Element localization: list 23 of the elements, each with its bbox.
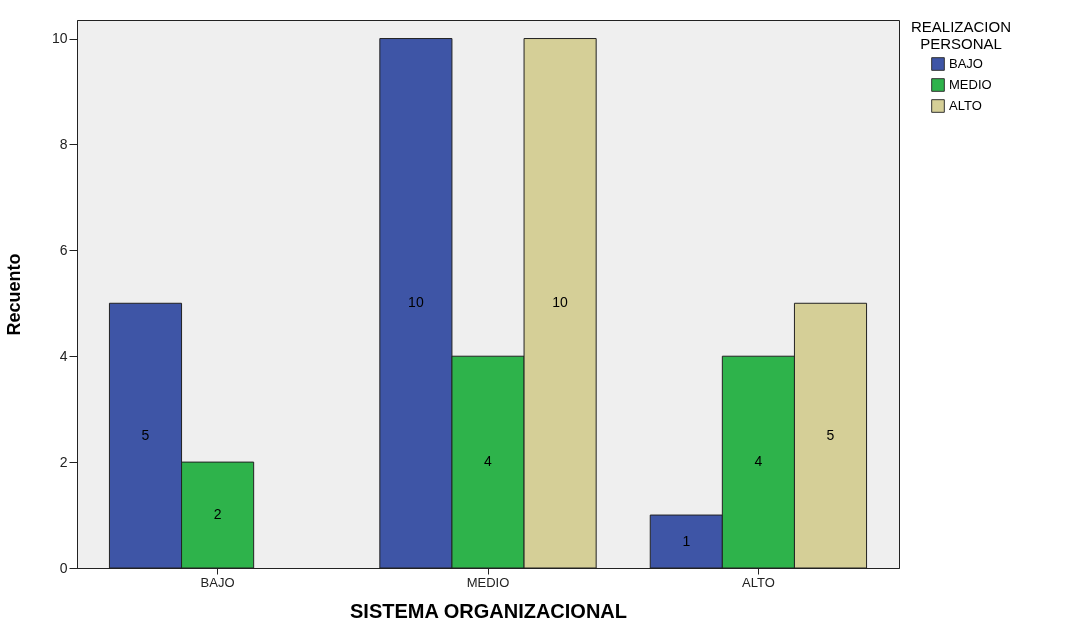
x-tick-label: MEDIO [466, 574, 510, 590]
data-label: 1 [682, 532, 691, 549]
data-label: 5 [826, 426, 835, 443]
data-label: 2 [213, 506, 222, 523]
data-label: 4 [484, 453, 493, 470]
x-tick-label: ALTO [742, 574, 775, 590]
y-tick-label: 10 [51, 30, 68, 47]
data-label: 5 [141, 426, 150, 443]
y-tick-label: 4 [59, 347, 68, 364]
y-tick-label: 2 [59, 453, 68, 470]
data-label: 4 [754, 453, 763, 470]
x-axis-title: SISTEMA ORGANIZACIONAL [349, 599, 628, 622]
legend-label: ALTO [949, 98, 982, 113]
x-tick-label: BAJO [200, 574, 235, 590]
y-tick-label: 0 [59, 559, 68, 576]
y-tick-label: 8 [59, 135, 68, 152]
legend-title: REALIZACION PERSONAL [910, 18, 1012, 52]
legend-label: BAJO [949, 56, 983, 71]
legend-label: MEDIO [949, 77, 992, 92]
y-axis-title: Recuento [3, 253, 24, 336]
data-label: 10 [408, 294, 424, 311]
y-tick-label: 6 [59, 241, 68, 258]
data-label: 10 [552, 294, 569, 311]
